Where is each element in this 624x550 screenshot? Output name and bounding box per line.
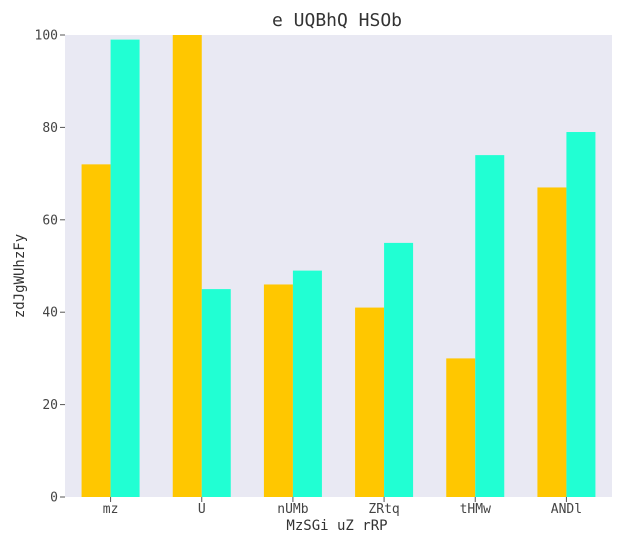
- x-tick-label: ZRtq: [368, 502, 399, 517]
- bars-layer: [81, 35, 596, 498]
- x-tick-label: nUMb: [277, 502, 308, 517]
- bar-series-2-nUMb: [292, 270, 322, 497]
- chart-title: e UQBhQ HSOb: [272, 10, 402, 31]
- x-tick-label: U: [198, 502, 206, 517]
- bar-series-1-nUMb: [263, 284, 293, 497]
- y-axis-label: zdJgWUhzFy: [12, 234, 28, 318]
- y-tick-label: 40: [42, 306, 58, 321]
- y-tick-label: 60: [42, 213, 58, 228]
- bar-series-2-mz: [110, 39, 140, 498]
- y-tick-label: 80: [42, 121, 58, 136]
- bar-series-2-ZRtq: [384, 242, 414, 497]
- plot-area: [65, 35, 612, 497]
- y-axis: 0 20 40 60 80 100: [35, 29, 65, 506]
- bar-series-1-U: [172, 35, 202, 497]
- bar-series-1-ZRtq: [355, 307, 385, 497]
- y-tick-label: 100: [35, 29, 58, 44]
- x-tick-label: ANDl: [551, 502, 582, 517]
- bar-series-2-U: [201, 289, 231, 497]
- bar-series-1-ANDl: [537, 187, 567, 497]
- y-tick-label: 20: [42, 398, 58, 413]
- x-tick-label: tHMw: [460, 502, 491, 517]
- x-tick-label: mz: [103, 502, 119, 517]
- bar-series-1-tHMw: [446, 358, 476, 497]
- bar-series-2-ANDl: [566, 132, 596, 497]
- x-axis-label: MzSGi uZ rRP: [286, 518, 387, 534]
- bar-series-2-tHMw: [475, 155, 505, 497]
- y-tick-label: 0: [50, 491, 58, 506]
- bar-series-1-mz: [81, 164, 111, 498]
